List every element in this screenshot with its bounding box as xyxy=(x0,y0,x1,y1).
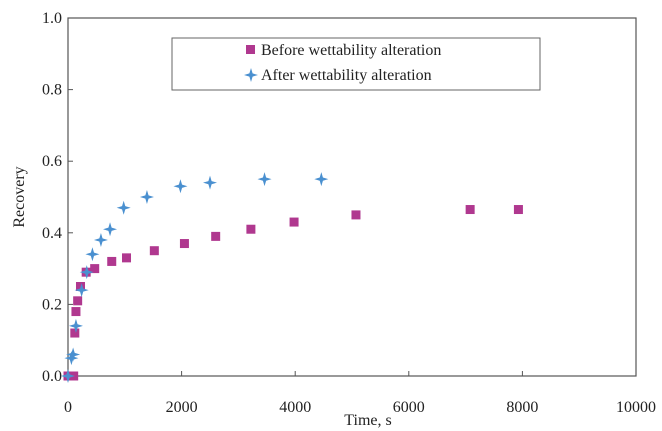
data-point xyxy=(465,205,475,215)
y-tick-label: 0.8 xyxy=(42,82,62,99)
data-point xyxy=(289,217,299,227)
legend-marker-after xyxy=(244,68,258,82)
x-tick-label: 10000 xyxy=(616,399,656,416)
data-point xyxy=(139,190,154,204)
data-point xyxy=(203,175,217,190)
y-axis-title: Recovery xyxy=(11,166,28,227)
data-point xyxy=(107,256,117,266)
x-tick-label: 6000 xyxy=(393,399,425,416)
y-tick-label: 1.0 xyxy=(42,10,62,27)
data-point xyxy=(179,239,189,249)
data-point xyxy=(75,282,85,291)
data-point xyxy=(116,200,131,215)
x-tick-label: 8000 xyxy=(506,399,538,416)
x-axis-title: Time, s xyxy=(344,412,391,429)
x-axis-ticks: 0 2000 4000 6000 8000 10000 xyxy=(64,371,656,416)
legend-label-before: Before wettability alteration xyxy=(261,42,441,59)
data-point xyxy=(122,253,132,263)
data-point xyxy=(90,264,100,274)
legend-label-after: After wettability alteration xyxy=(261,67,432,84)
legend-box xyxy=(171,37,541,91)
data-point xyxy=(68,318,83,333)
x-tick-label: 0 xyxy=(64,399,72,416)
data-point xyxy=(246,224,256,234)
y-tick-label: 0.0 xyxy=(42,368,62,385)
data-point xyxy=(257,172,272,187)
data-point xyxy=(351,210,361,220)
x-tick-label: 4000 xyxy=(279,399,311,416)
legend-marker-before xyxy=(246,45,255,54)
data-point xyxy=(173,179,188,194)
data-point xyxy=(70,328,80,338)
data-point xyxy=(66,347,81,362)
data-series xyxy=(61,172,523,383)
y-tick-label: 0.2 xyxy=(42,296,62,313)
x-tick-label: 2000 xyxy=(166,399,198,416)
data-point xyxy=(64,351,79,366)
data-point xyxy=(73,296,83,306)
data-point xyxy=(71,307,81,317)
data-point xyxy=(79,265,94,280)
legend: Before wettability alteration After wett… xyxy=(171,37,541,91)
data-point xyxy=(61,369,75,383)
series-after xyxy=(61,172,329,383)
data-point xyxy=(103,222,118,237)
data-point xyxy=(314,172,329,187)
data-point xyxy=(149,246,159,256)
data-point xyxy=(74,283,89,298)
y-axis-ticks: 0.0 0.2 0.4 0.6 0.8 1.0 xyxy=(42,10,73,385)
y-tick-label: 0.6 xyxy=(42,153,62,170)
data-point xyxy=(513,205,523,215)
data-point xyxy=(211,231,221,241)
data-point xyxy=(85,247,100,262)
y-tick-label: 0.4 xyxy=(42,225,62,242)
data-point xyxy=(93,232,108,247)
